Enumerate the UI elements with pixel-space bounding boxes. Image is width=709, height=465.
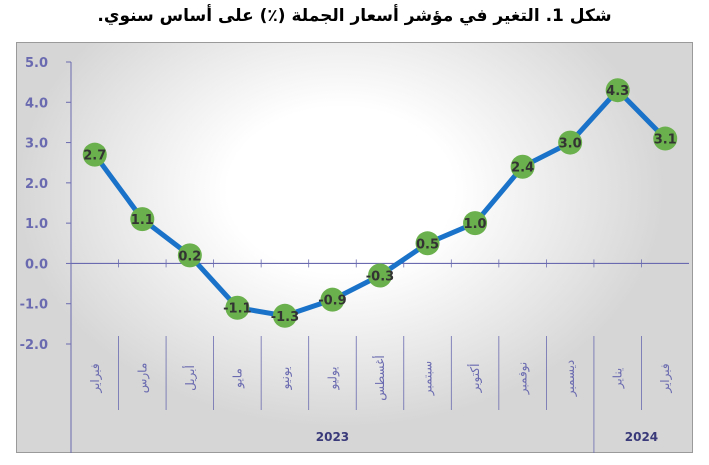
data-point xyxy=(463,211,488,236)
data-point xyxy=(225,295,250,320)
x-tick-label: أبريل xyxy=(182,365,198,391)
y-tick-label: 5.0 xyxy=(25,56,48,71)
chart-frame xyxy=(16,42,693,453)
data-label: -0.9 xyxy=(318,294,346,309)
data-label: 3.1 xyxy=(654,133,677,148)
y-tick-label: 1.0 xyxy=(25,217,48,232)
data-point xyxy=(130,207,155,232)
x-tick-label: يناير xyxy=(611,368,626,390)
data-label: 0.2 xyxy=(178,249,201,264)
data-point xyxy=(558,130,583,155)
data-point xyxy=(272,303,297,328)
x-tick-label: مارس xyxy=(135,363,150,394)
year-label: 2023 xyxy=(316,430,349,444)
x-tick-label: مايو xyxy=(230,368,245,389)
data-label: 1.0 xyxy=(464,217,487,232)
x-tick-label: فبراير xyxy=(658,363,673,393)
data-label: -1.1 xyxy=(223,302,251,317)
y-tick-label: 3.0 xyxy=(25,137,48,152)
x-tick-label: سبتمبر xyxy=(421,361,436,396)
axes xyxy=(66,61,689,453)
y-tick-label: -1.0 xyxy=(20,298,48,313)
x-tick-label: ديسمبر xyxy=(563,360,578,398)
chart-title: شكل 1. التغير في مؤشر أسعار الجملة (٪) ع… xyxy=(97,6,612,26)
data-label: 4.3 xyxy=(606,84,629,99)
data-label: -0.3 xyxy=(366,270,394,285)
x-tick-label: أكتوبر xyxy=(467,364,483,394)
data-label: 3.0 xyxy=(559,137,582,152)
markers xyxy=(82,78,678,328)
x-tick-label: فبراير xyxy=(88,363,103,393)
y-tick-label: 4.0 xyxy=(25,96,48,111)
x-tick-label: أغسطس xyxy=(372,355,388,400)
data-label: -1.3 xyxy=(271,310,299,325)
data-label: 2.4 xyxy=(511,161,534,176)
x-tick-label: يونيو xyxy=(278,367,293,391)
data-label: 1.1 xyxy=(131,213,154,228)
x-tick-label: نوفمبر xyxy=(516,362,531,395)
data-label: 0.5 xyxy=(416,237,439,252)
data-point xyxy=(320,287,345,312)
data-labels: 2.7 1.1 0.2 -1.1 -1.3 -0.9 -0.3 0.5 1.0 2.4 3.0 4.3… xyxy=(83,84,676,325)
data-point xyxy=(368,263,392,288)
data-label: 2.7 xyxy=(83,149,106,164)
y-tick-label: 2.0 xyxy=(25,177,48,192)
y-tick-label: 0.0 xyxy=(25,257,48,272)
data-point xyxy=(177,243,202,268)
x-axis-ticks: فبراير مارس أبريل مايو يونيو يوليو أغسطس سبتمبر… xyxy=(88,355,673,400)
data-point xyxy=(82,142,107,167)
y-tick-label: -2.0 xyxy=(20,338,48,353)
year-label: 2024 xyxy=(625,430,658,444)
x-tick-label: يوليو xyxy=(325,366,340,390)
data-point xyxy=(653,126,678,151)
data-point xyxy=(415,231,440,256)
data-point xyxy=(605,78,630,103)
y-axis-ticks: 5.0 4.0 3.0 2.0 1.0 0.0 -1.0 -2.0 xyxy=(20,56,48,353)
data-point xyxy=(510,154,535,179)
year-labels: 2023 2024 xyxy=(316,430,658,444)
